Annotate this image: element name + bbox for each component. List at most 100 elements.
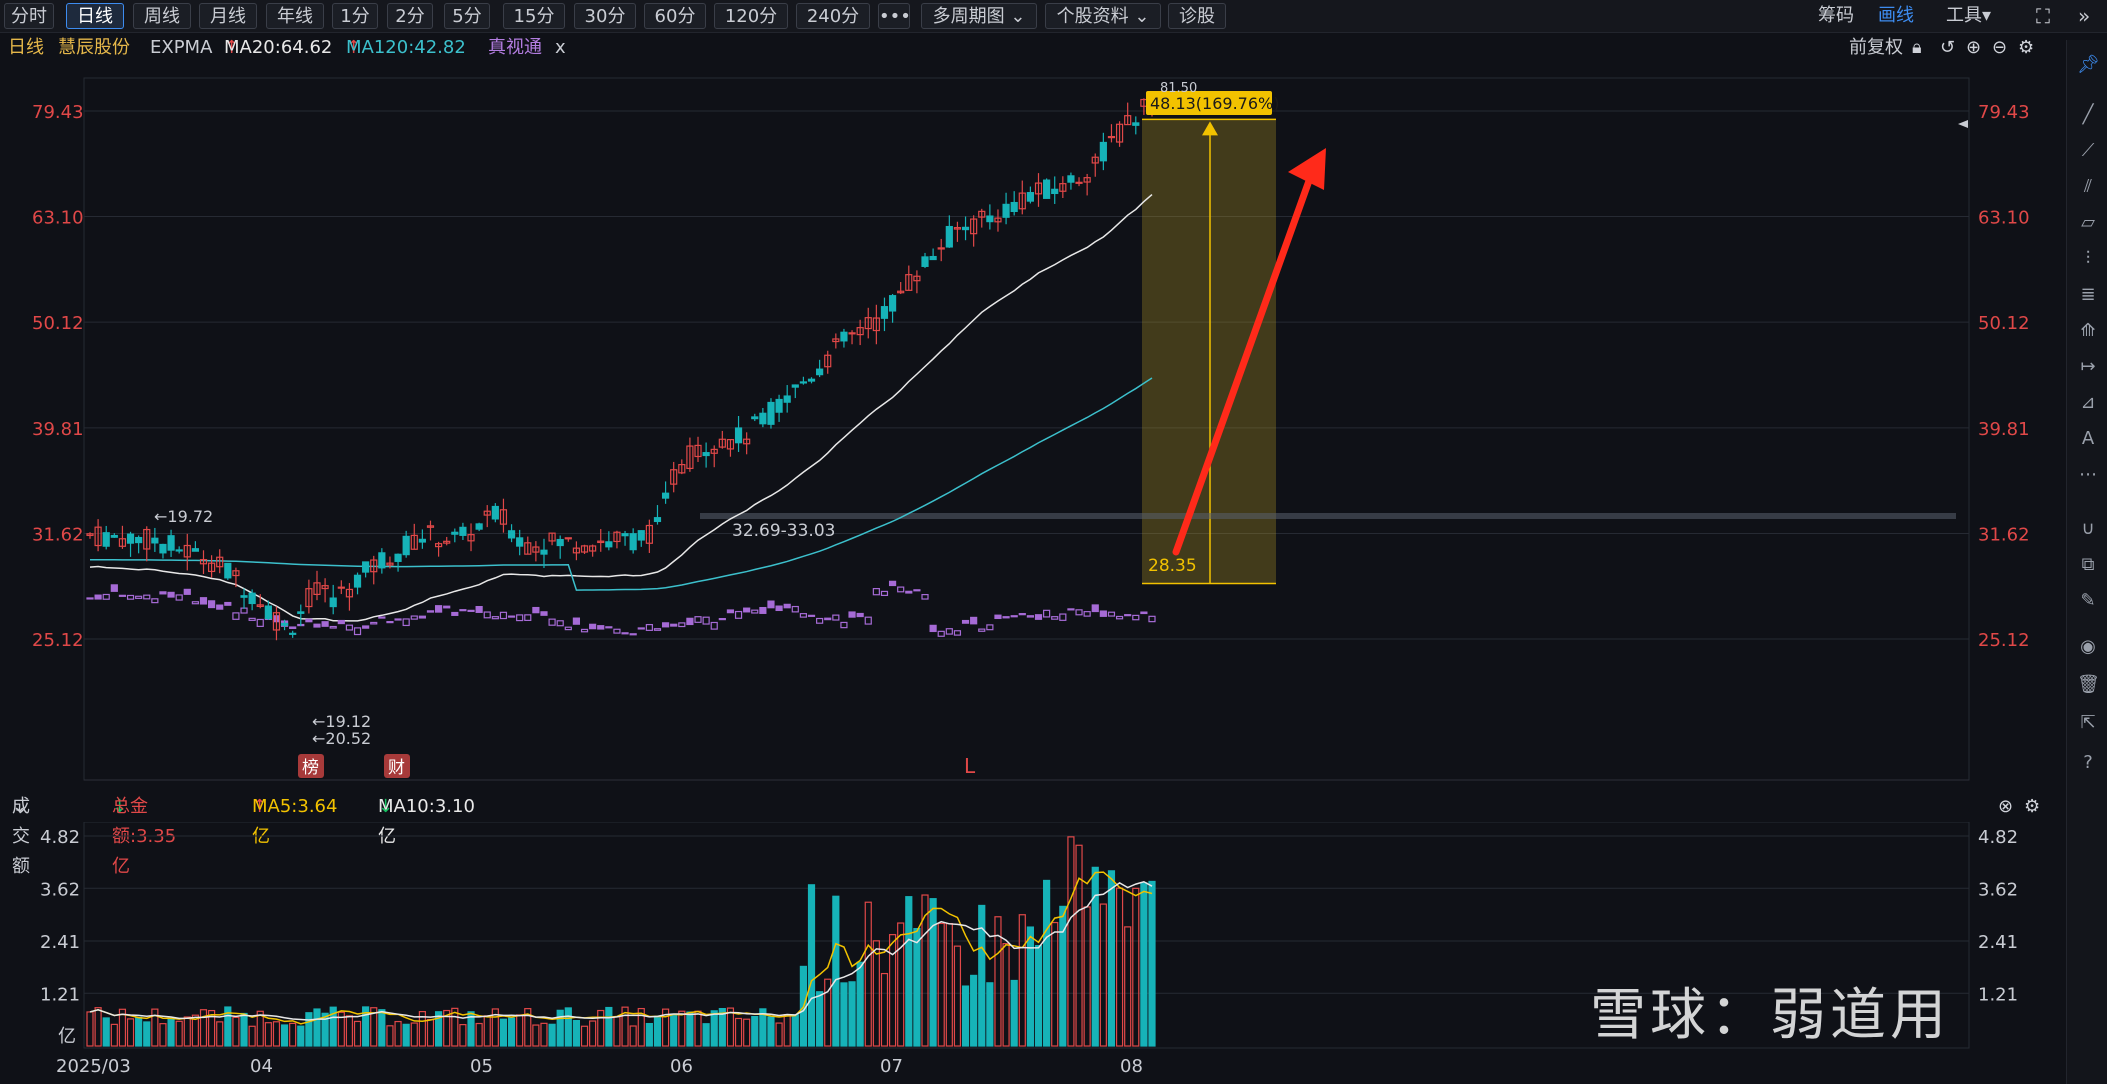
volume-bar [394,1020,402,1047]
zoom-in-icon[interactable]: ⊕ [1966,37,1982,58]
candle-body [913,275,921,282]
tab-yuexian[interactable]: 月线 [199,3,257,29]
candle-body [686,445,694,470]
volume-bar [1059,905,1067,1047]
close-compare-button[interactable]: x [555,37,566,58]
rect-tool-icon[interactable]: ▱ [2081,212,2095,233]
compare-candle [921,593,929,600]
candle-body [621,533,629,537]
period-label: 日线 [8,37,44,58]
volume-bar [945,923,953,1047]
double-chevron-right-icon[interactable]: » [2078,4,2091,28]
volume-bar [986,982,994,1047]
compare-candle [540,611,548,616]
parallel-tool-icon[interactable]: ⫽ [2083,176,2093,197]
compare-candle [645,623,653,631]
volume-bar [897,922,905,1047]
candle-body [824,354,832,368]
volume-bar [605,1006,613,1047]
total-amount: 总金额:3.35亿 ↓ [112,792,176,877]
compare-candle [191,601,199,605]
pin-icon[interactable]: 📌︎ [2077,54,2100,75]
stock-name[interactable]: 慧辰股份 [58,37,130,58]
tab-2min[interactable]: 2分 [387,3,433,29]
volume-bar [1067,836,1075,1047]
stock-info-dropdown[interactable]: 个股资料 ⌄ [1045,3,1161,29]
indicator-name[interactable]: EXPMA [150,37,213,58]
candle-body [637,530,645,541]
volume-bar [775,1022,783,1047]
candle-body [208,562,216,573]
compare-candle [945,628,953,635]
copy-icon[interactable]: ⧉ [2081,554,2095,575]
range-tool-icon[interactable]: ↦ [2080,356,2096,377]
candle-body [767,401,775,425]
candle-body [1091,156,1099,164]
fan-tool-icon[interactable]: ⟰ [2080,320,2096,341]
candle-body [953,227,962,230]
volume-bar [499,1018,508,1047]
compare-candle [475,606,483,613]
tab-fenshi[interactable]: 分时 [4,3,54,29]
tab-nianxian[interactable]: 年线 [266,3,324,29]
volume-bar [751,1015,759,1047]
measure-tool-icon[interactable]: ⫶ [2085,248,2091,269]
undo-icon[interactable]: ↺ [1940,37,1956,58]
lock-icon[interactable]: 🔒︎ [1912,37,1922,58]
tab-240min[interactable]: 240分 [796,3,870,29]
candle-body [970,218,978,235]
settings-gear-icon[interactable]: ⚙ [2018,37,2035,58]
gann-tool-icon[interactable]: ⊿ [2080,392,2096,413]
edit-icon[interactable]: ✎ [2080,590,2096,611]
more-tools-icon[interactable]: ⋯ [2079,464,2097,485]
volume-bar [191,1014,199,1047]
tab-1min[interactable]: 1分 [332,3,378,29]
kline-chart[interactable]: 79.43 79.43 63.10 63.10 50.12 50.12 39.81 39.81… [0,63,2060,792]
diagnose-button[interactable]: 诊股 [1168,3,1226,29]
compare-candle [313,623,321,628]
text-tool-icon[interactable]: A [2081,428,2095,449]
chouma-button[interactable]: 筹码 [1818,5,1854,26]
tab-15min[interactable]: 15分 [503,3,565,29]
magnet-icon[interactable]: ∪ [2081,518,2095,539]
fib-tool-icon[interactable]: ≣ [2080,284,2096,305]
candle-body [118,538,127,547]
volume-chart[interactable]: 4.82 4.82 3.62 3.62 2.41 2.41 1.21 1.21 亿 2025/03… [0,822,2060,1084]
candle-body [175,549,183,552]
candle-body [110,534,118,538]
low-label-1: ←19.12 [312,712,371,731]
volume-bar [256,1010,264,1047]
trash-icon[interactable]: 🗑︎ [2077,674,2100,695]
eye-icon[interactable]: ◉ [2080,636,2096,657]
segment-tool-icon[interactable]: ⟋ [2081,140,2095,161]
tools-dropdown[interactable]: 工具▾ [1946,3,1991,29]
tab-zhouxian[interactable]: 周线 [133,3,191,29]
help-icon[interactable]: ? [2083,752,2093,773]
tab-rixian[interactable]: 日线 [66,3,124,29]
volume-bar [475,1022,483,1047]
ma20-line [89,193,1153,622]
compare-candle [710,621,718,630]
candle-body [443,540,451,544]
candle-body [199,559,208,565]
fuquan-label[interactable]: 前复权 [1849,37,1903,58]
huaxian-button[interactable]: 画线 [1878,5,1914,26]
multi-period-dropdown[interactable]: 多周期图 ⌄ [921,3,1037,29]
tab-30min[interactable]: 30分 [574,3,636,29]
tools-label: 工具 [1946,5,1982,26]
zoom-out-icon[interactable]: ⊖ [1992,37,2008,58]
fullscreen-icon[interactable]: ⛶ [2036,4,2050,28]
export-icon[interactable]: ⇱ [2080,712,2096,733]
more-button[interactable]: ••• [878,3,911,29]
compare-candle [1132,614,1140,621]
tab-5min[interactable]: 5分 [444,3,490,29]
line-tool-icon[interactable]: ╱ [2082,104,2094,125]
tab-120min[interactable]: 120分 [714,3,788,29]
compare-candle [605,626,613,629]
panel-settings-icon[interactable]: ⚙ [2024,796,2041,817]
candle-body [816,368,824,376]
tab-60min[interactable]: 60分 [644,3,706,29]
badge-bang: 榜 [302,758,319,778]
compare-candle [702,616,710,625]
close-panel-icon[interactable]: ⊗ [1998,796,2014,817]
